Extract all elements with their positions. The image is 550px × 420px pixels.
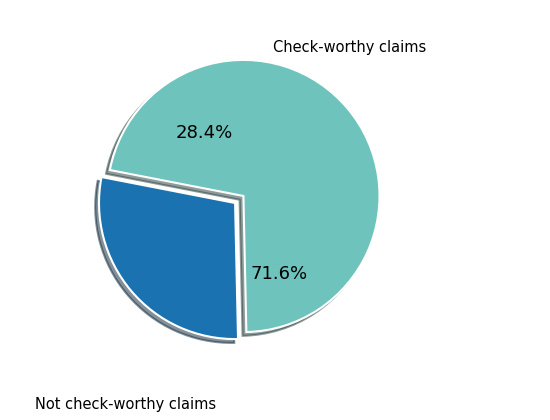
Text: 28.4%: 28.4% — [175, 124, 233, 142]
Text: Not check-worthy claims: Not check-worthy claims — [35, 397, 216, 412]
Wedge shape — [99, 177, 238, 339]
Text: Check-worthy claims: Check-worthy claims — [273, 39, 426, 55]
Text: 71.6%: 71.6% — [250, 265, 307, 283]
Wedge shape — [110, 60, 379, 332]
